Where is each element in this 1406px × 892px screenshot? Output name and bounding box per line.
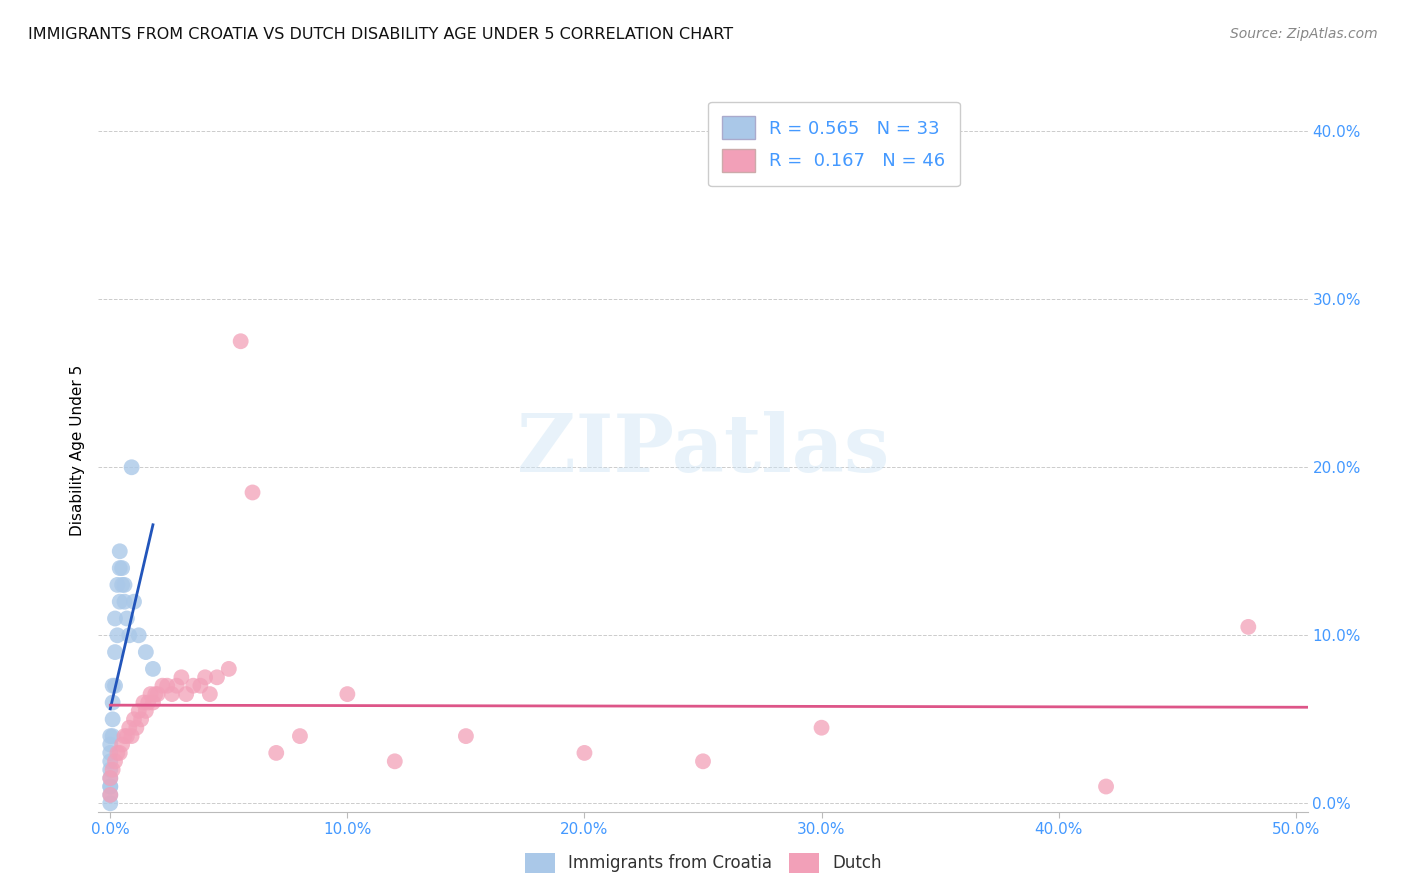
Point bbox=[336, 687, 359, 701]
Point bbox=[101, 679, 124, 693]
Point bbox=[111, 738, 134, 752]
Point bbox=[198, 687, 221, 701]
Y-axis label: Disability Age Under 5: Disability Age Under 5 bbox=[69, 365, 84, 536]
Point bbox=[118, 721, 141, 735]
Point bbox=[115, 611, 138, 625]
Point bbox=[454, 729, 477, 743]
Point bbox=[108, 544, 131, 558]
Point bbox=[115, 729, 138, 743]
Point bbox=[125, 721, 148, 735]
Point bbox=[128, 704, 150, 718]
Point bbox=[114, 578, 136, 592]
Point bbox=[384, 754, 406, 768]
Point bbox=[114, 595, 136, 609]
Point bbox=[205, 670, 228, 684]
Point bbox=[111, 578, 134, 592]
Point bbox=[190, 679, 212, 693]
Point bbox=[692, 754, 714, 768]
Point bbox=[139, 687, 162, 701]
Point bbox=[288, 729, 311, 743]
Point bbox=[98, 763, 121, 777]
Point bbox=[108, 561, 131, 575]
Point bbox=[98, 746, 121, 760]
Point bbox=[122, 712, 145, 726]
Point bbox=[574, 746, 596, 760]
Point bbox=[264, 746, 287, 760]
Point bbox=[101, 729, 124, 743]
Point bbox=[98, 797, 121, 811]
Point bbox=[118, 628, 141, 642]
Point bbox=[142, 662, 165, 676]
Text: Source: ZipAtlas.com: Source: ZipAtlas.com bbox=[1230, 27, 1378, 41]
Point bbox=[111, 561, 134, 575]
Point bbox=[160, 687, 183, 701]
Point bbox=[98, 788, 121, 802]
Point bbox=[170, 670, 193, 684]
Point bbox=[156, 679, 179, 693]
Point bbox=[174, 687, 197, 701]
Point bbox=[1237, 620, 1260, 634]
Point bbox=[105, 746, 128, 760]
Point bbox=[128, 628, 150, 642]
Point bbox=[122, 595, 145, 609]
Point bbox=[143, 687, 166, 701]
Point bbox=[98, 780, 121, 794]
Point bbox=[105, 578, 128, 592]
Point bbox=[121, 460, 143, 475]
Point bbox=[114, 729, 136, 743]
Point bbox=[810, 721, 832, 735]
Point bbox=[1095, 780, 1118, 794]
Point bbox=[166, 679, 188, 693]
Point bbox=[98, 771, 121, 785]
Point bbox=[98, 738, 121, 752]
Point bbox=[121, 729, 143, 743]
Point bbox=[242, 485, 264, 500]
Point bbox=[104, 754, 127, 768]
Point bbox=[101, 712, 124, 726]
Point bbox=[104, 645, 127, 659]
Text: IMMIGRANTS FROM CROATIA VS DUTCH DISABILITY AGE UNDER 5 CORRELATION CHART: IMMIGRANTS FROM CROATIA VS DUTCH DISABIL… bbox=[28, 27, 734, 42]
Point bbox=[146, 687, 169, 701]
Legend: Immigrants from Croatia, Dutch: Immigrants from Croatia, Dutch bbox=[517, 847, 889, 880]
Legend: R = 0.565   N = 33, R =  0.167   N = 46: R = 0.565 N = 33, R = 0.167 N = 46 bbox=[709, 102, 960, 186]
Point bbox=[218, 662, 240, 676]
Point bbox=[194, 670, 217, 684]
Point bbox=[101, 763, 124, 777]
Point bbox=[101, 696, 124, 710]
Point bbox=[135, 645, 157, 659]
Text: ZIPatlas: ZIPatlas bbox=[517, 411, 889, 490]
Point bbox=[105, 628, 128, 642]
Point bbox=[136, 696, 159, 710]
Point bbox=[181, 679, 204, 693]
Point bbox=[104, 679, 127, 693]
Point bbox=[108, 746, 131, 760]
Point bbox=[98, 754, 121, 768]
Point bbox=[129, 712, 152, 726]
Point bbox=[98, 771, 121, 785]
Point bbox=[98, 780, 121, 794]
Point bbox=[108, 595, 131, 609]
Point bbox=[132, 696, 155, 710]
Point bbox=[98, 788, 121, 802]
Point bbox=[229, 334, 252, 349]
Point bbox=[98, 729, 121, 743]
Point bbox=[142, 696, 165, 710]
Point bbox=[135, 704, 157, 718]
Point bbox=[104, 611, 127, 625]
Point bbox=[152, 679, 174, 693]
